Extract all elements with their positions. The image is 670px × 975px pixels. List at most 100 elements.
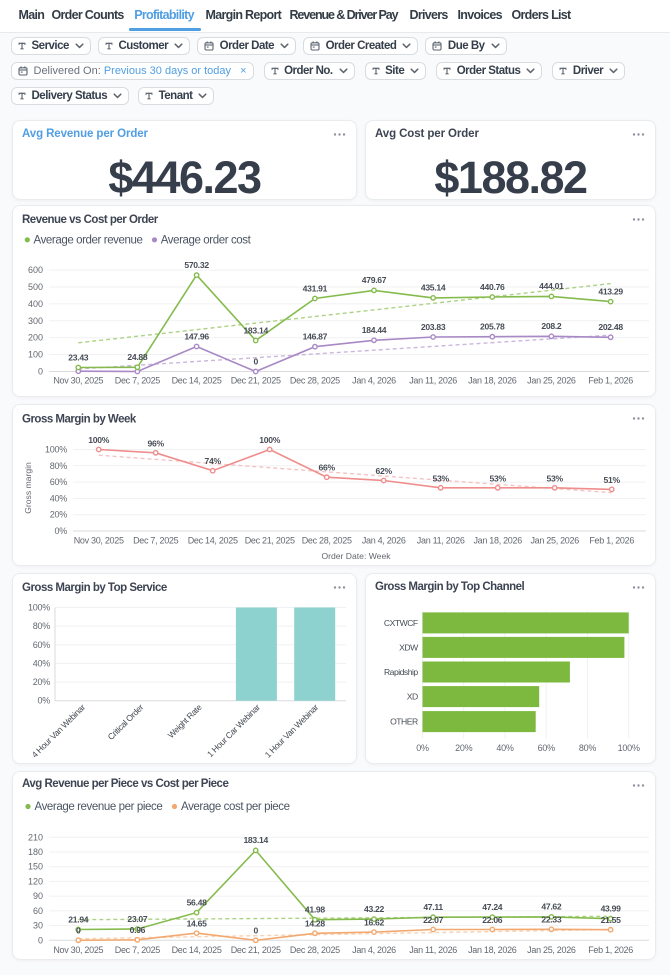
svg-text:202.48: 202.48 <box>598 322 623 332</box>
svg-text:Gross Margin by Top Service: Gross Margin by Top Service <box>22 582 167 594</box>
svg-text:Dec 7, 2025: Dec 7, 2025 <box>133 536 179 546</box>
svg-text:21.94: 21.94 <box>68 914 89 924</box>
svg-text:100%: 100% <box>259 435 280 445</box>
svg-text:Critical Order: Critical Order <box>106 702 146 742</box>
svg-text:20%: 20% <box>455 743 473 753</box>
svg-text:150: 150 <box>28 862 43 872</box>
svg-text:Jan 4, 2026: Jan 4, 2026 <box>352 376 396 386</box>
svg-text:0: 0 <box>253 926 258 936</box>
svg-text:22.33: 22.33 <box>541 915 562 925</box>
svg-text:Dec 7, 2025: Dec 7, 2025 <box>115 376 161 386</box>
svg-text:16.62: 16.62 <box>364 918 385 928</box>
svg-text:Feb 1, 2026: Feb 1, 2026 <box>589 536 634 546</box>
svg-text:100%: 100% <box>45 445 67 455</box>
svg-text:0%: 0% <box>416 743 429 753</box>
svg-text:74%: 74% <box>205 456 222 466</box>
svg-text:Jan 4, 2026: Jan 4, 2026 <box>352 945 396 955</box>
svg-text:Dec 14, 2025: Dec 14, 2025 <box>172 376 222 386</box>
svg-text:20%: 20% <box>50 510 68 520</box>
svg-text:53%: 53% <box>547 473 564 483</box>
svg-text:Gross Margin by Week: Gross Margin by Week <box>22 413 137 425</box>
svg-text:210: 210 <box>28 832 43 842</box>
svg-text:4 Hour Van Webinar: 4 Hour Van Webinar <box>30 702 88 760</box>
svg-text:43.99: 43.99 <box>601 904 622 914</box>
svg-text:146.87: 146.87 <box>303 332 328 342</box>
svg-text:Jan 18, 2026: Jan 18, 2026 <box>473 536 522 546</box>
svg-text:0: 0 <box>38 367 43 377</box>
svg-text:Dec 28, 2025: Dec 28, 2025 <box>290 945 340 955</box>
svg-text:184.44: 184.44 <box>362 325 387 335</box>
svg-text:Jan 11, 2026: Jan 11, 2026 <box>409 945 457 955</box>
svg-text:Weight Rate: Weight Rate <box>166 702 204 740</box>
svg-text:Jan 4, 2026: Jan 4, 2026 <box>362 536 406 546</box>
svg-text:Dec 21, 2025: Dec 21, 2025 <box>245 536 295 546</box>
svg-text:24.88: 24.88 <box>127 352 148 362</box>
svg-text:80%: 80% <box>579 743 597 753</box>
svg-text:CXTWCF: CXTWCF <box>384 618 418 628</box>
svg-text:62%: 62% <box>376 466 393 476</box>
svg-text:Jan 18, 2026: Jan 18, 2026 <box>468 945 517 955</box>
svg-text:Jan 25, 2026: Jan 25, 2026 <box>527 945 576 955</box>
svg-text:47.24: 47.24 <box>482 902 503 912</box>
svg-text:1 Hour Van Webinar: 1 Hour Van Webinar <box>263 702 321 760</box>
svg-text:200: 200 <box>28 333 43 343</box>
svg-text:Dec 14, 2025: Dec 14, 2025 <box>188 536 238 546</box>
svg-text:Dec 21, 2025: Dec 21, 2025 <box>231 945 281 955</box>
svg-text:53%: 53% <box>433 473 450 483</box>
svg-text:60: 60 <box>33 906 43 916</box>
svg-text:183.14: 183.14 <box>243 325 268 335</box>
svg-text:Revenue vs Cost per Order: Revenue vs Cost per Order <box>22 214 159 226</box>
svg-text:20%: 20% <box>33 677 51 687</box>
svg-text:413.29: 413.29 <box>598 286 623 296</box>
svg-text:0: 0 <box>76 926 81 936</box>
svg-text:60%: 60% <box>50 477 68 487</box>
svg-text:100%: 100% <box>88 435 109 445</box>
svg-text:479.67: 479.67 <box>362 275 387 285</box>
svg-text:444.01: 444.01 <box>539 281 564 291</box>
svg-text:147.96: 147.96 <box>184 331 209 341</box>
svg-text:23.43: 23.43 <box>68 352 89 362</box>
svg-text:40%: 40% <box>496 743 514 753</box>
svg-text:205.78: 205.78 <box>480 322 505 332</box>
svg-text:30: 30 <box>33 921 43 931</box>
svg-text:41.98: 41.98 <box>305 905 326 915</box>
svg-text:Average revenue per piece: Average revenue per piece <box>35 801 163 813</box>
svg-text:Dec 7, 2025: Dec 7, 2025 <box>115 945 161 955</box>
svg-text:56.48: 56.48 <box>187 897 208 907</box>
svg-text:80%: 80% <box>33 621 51 631</box>
svg-text:47.62: 47.62 <box>541 902 562 912</box>
svg-text:Jan 25, 2026: Jan 25, 2026 <box>527 376 576 386</box>
svg-text:Gross margin: Gross margin <box>23 462 33 514</box>
svg-text:Dec 14, 2025: Dec 14, 2025 <box>172 945 222 955</box>
svg-text:43.22: 43.22 <box>364 904 385 914</box>
svg-text:14.28: 14.28 <box>305 919 326 929</box>
svg-text:Dec 28, 2025: Dec 28, 2025 <box>302 536 352 546</box>
svg-text:Jan 11, 2026: Jan 11, 2026 <box>409 376 457 386</box>
svg-text:22.07: 22.07 <box>423 915 444 925</box>
svg-text:435.14: 435.14 <box>421 283 446 293</box>
svg-text:51%: 51% <box>604 475 621 485</box>
svg-text:14.65: 14.65 <box>187 919 208 929</box>
svg-text:Dec 21, 2025: Dec 21, 2025 <box>231 376 281 386</box>
svg-text:Nov 30, 2025: Nov 30, 2025 <box>74 536 124 546</box>
svg-text:Gross Margin by Top Channel: Gross Margin by Top Channel <box>375 581 525 593</box>
svg-text:120: 120 <box>28 876 43 886</box>
svg-text:66%: 66% <box>319 463 336 473</box>
svg-text:100%: 100% <box>28 603 50 613</box>
svg-text:0: 0 <box>253 356 258 366</box>
svg-text:300: 300 <box>28 316 43 326</box>
svg-text:100%: 100% <box>618 743 640 753</box>
svg-text:208.2: 208.2 <box>541 321 562 331</box>
svg-text:570.32: 570.32 <box>184 260 209 270</box>
svg-text:XDW: XDW <box>399 642 419 652</box>
svg-text:180: 180 <box>28 847 43 857</box>
svg-text:Avg Revenue per Piece vs Cost: Avg Revenue per Piece vs Cost per Piece <box>22 778 228 790</box>
svg-text:60%: 60% <box>538 743 556 753</box>
svg-text:0: 0 <box>38 935 43 945</box>
svg-text:0%: 0% <box>37 696 50 706</box>
svg-text:Feb 1, 2026: Feb 1, 2026 <box>588 945 633 955</box>
svg-text:47.11: 47.11 <box>423 902 443 912</box>
svg-text:400: 400 <box>28 299 43 309</box>
svg-text:500: 500 <box>28 282 43 292</box>
svg-text:100: 100 <box>28 350 43 360</box>
